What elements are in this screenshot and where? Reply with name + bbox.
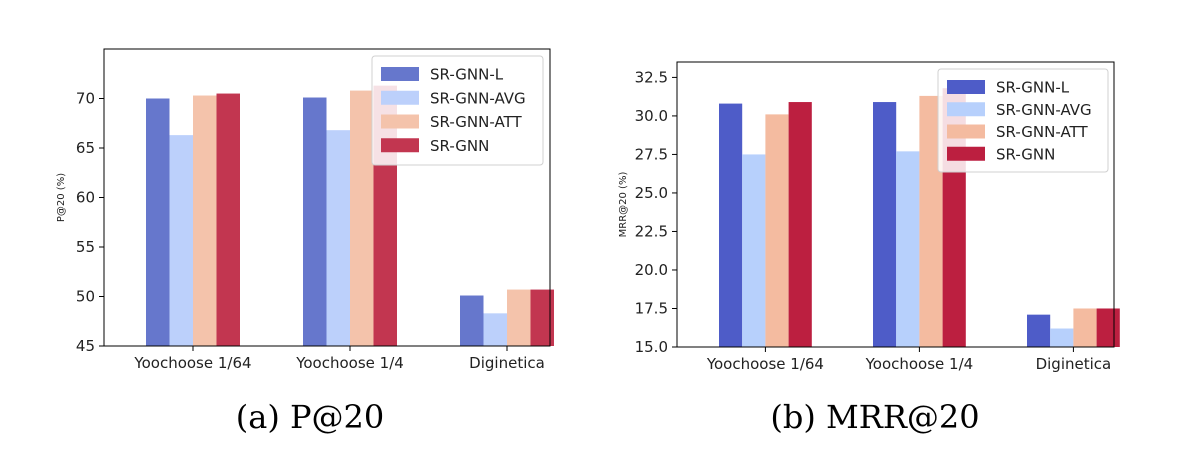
y-tick-label: 32.5 <box>635 68 668 86</box>
y-axis-label: P@20 (%) <box>56 173 67 222</box>
y-tick-label: 27.5 <box>635 145 668 163</box>
bar-sr-gnn-l-0 <box>146 98 170 346</box>
bar-sr-gnn-l-0 <box>719 103 743 347</box>
y-tick-label: 17.5 <box>635 299 668 317</box>
legend-label-sr-gnn-avg: SR-GNN-AVG <box>430 89 526 107</box>
bar-sr-gnn-avg-0 <box>169 135 193 346</box>
bar-sr-gnn-avg-1 <box>896 151 920 347</box>
legend-label-sr-gnn-att: SR-GNN-ATT <box>430 113 522 131</box>
legend-swatch-sr-gnn <box>381 138 419 153</box>
legend-swatch-sr-gnn-att <box>947 124 985 139</box>
legend-label-sr-gnn-avg: SR-GNN-AVG <box>996 101 1092 119</box>
y-tick-label: 70 <box>76 90 95 108</box>
y-tick-label: 65 <box>76 139 95 157</box>
y-tick-label: 45 <box>76 337 95 355</box>
bar-sr-gnn-l-1 <box>873 102 897 348</box>
y-tick-label: 55 <box>76 238 95 256</box>
legend-box <box>371 55 544 166</box>
x-tick-label: Yoochoose 1/64 <box>133 354 251 372</box>
bar-sr-gnn-att-1 <box>919 95 943 347</box>
legend-swatch-sr-gnn-l <box>947 80 985 94</box>
y-tick-label: 15.0 <box>635 338 668 356</box>
figure-caption: (a) P@20 <box>236 398 384 436</box>
bar-sr-gnn-avg-2 <box>1050 328 1074 347</box>
legend-swatch-sr-gnn <box>947 146 985 161</box>
plot-frame <box>676 61 1115 348</box>
legend-label-sr-gnn-l: SR-GNN-L <box>430 66 504 84</box>
y-tick-label: 30.0 <box>635 107 668 125</box>
bar-sr-gnn-att-1 <box>350 90 374 346</box>
legend-label-sr-gnn: SR-GNN <box>430 137 489 155</box>
chart-p-at-20: Yoochoose 1/64 Yoochoose 1/4 Diginetica 45 5… <box>56 48 554 436</box>
x-tick-label: Yoochoose 1/4 <box>295 354 404 372</box>
bar-sr-gnn-att-2 <box>507 289 531 346</box>
y-tick-label: 60 <box>76 189 95 207</box>
legend-swatch-sr-gnn-att <box>381 114 419 129</box>
bar-sr-gnn-l-1 <box>303 97 327 346</box>
bar-sr-gnn-0 <box>788 102 812 348</box>
x-tick-label: Yoochoose 1/64 <box>706 355 824 373</box>
legend-label-sr-gnn: SR-GNN <box>996 145 1055 163</box>
y-tick-label: 20.0 <box>635 261 668 279</box>
legend: SR-GNN-L SR-GNN-AVG SR-GNN-ATT SR-GNN <box>371 55 544 166</box>
y-axis-label: MRR@20 (%) <box>618 172 629 238</box>
x-tick-label: Yoochoose 1/4 <box>865 355 974 373</box>
bar-sr-gnn-avg-1 <box>326 130 350 346</box>
bar-sr-gnn-att-0 <box>765 114 789 347</box>
chart-mrr-at-20: Yoochoose 1/64 Yoochoose 1/4 Diginetica 15.… <box>618 61 1120 436</box>
legend-label-sr-gnn-l: SR-GNN-L <box>996 79 1070 97</box>
legend-box <box>937 68 1109 173</box>
bar-sr-gnn-att-2 <box>1073 308 1097 347</box>
legend-swatch-sr-gnn-avg <box>947 102 985 117</box>
y-tick-label: 50 <box>76 288 95 306</box>
bar-sr-gnn-2 <box>530 289 554 346</box>
bar-sr-gnn-avg-0 <box>742 154 766 347</box>
x-tick-label: Diginetica <box>1036 355 1112 373</box>
legend-swatch-sr-gnn-avg <box>381 90 419 105</box>
legend-label-sr-gnn-att: SR-GNN-ATT <box>996 123 1088 141</box>
legend: SR-GNN-L SR-GNN-AVG SR-GNN-ATT SR-GNN <box>937 68 1109 173</box>
bar-sr-gnn-l-2 <box>1027 314 1051 347</box>
bar-sr-gnn-l-2 <box>460 295 484 346</box>
figure-caption: (b) MRR@20 <box>770 398 979 436</box>
bar-sr-gnn-avg-2 <box>483 313 507 346</box>
bar-sr-gnn-2 <box>1096 308 1120 347</box>
y-tick-label: 22.5 <box>635 222 668 240</box>
bar-sr-gnn-0 <box>216 93 240 346</box>
y-tick-label: 25.0 <box>635 184 668 202</box>
bar-sr-gnn-att-0 <box>193 95 217 346</box>
legend-swatch-sr-gnn-l <box>381 67 419 81</box>
x-tick-label: Diginetica <box>469 354 545 372</box>
